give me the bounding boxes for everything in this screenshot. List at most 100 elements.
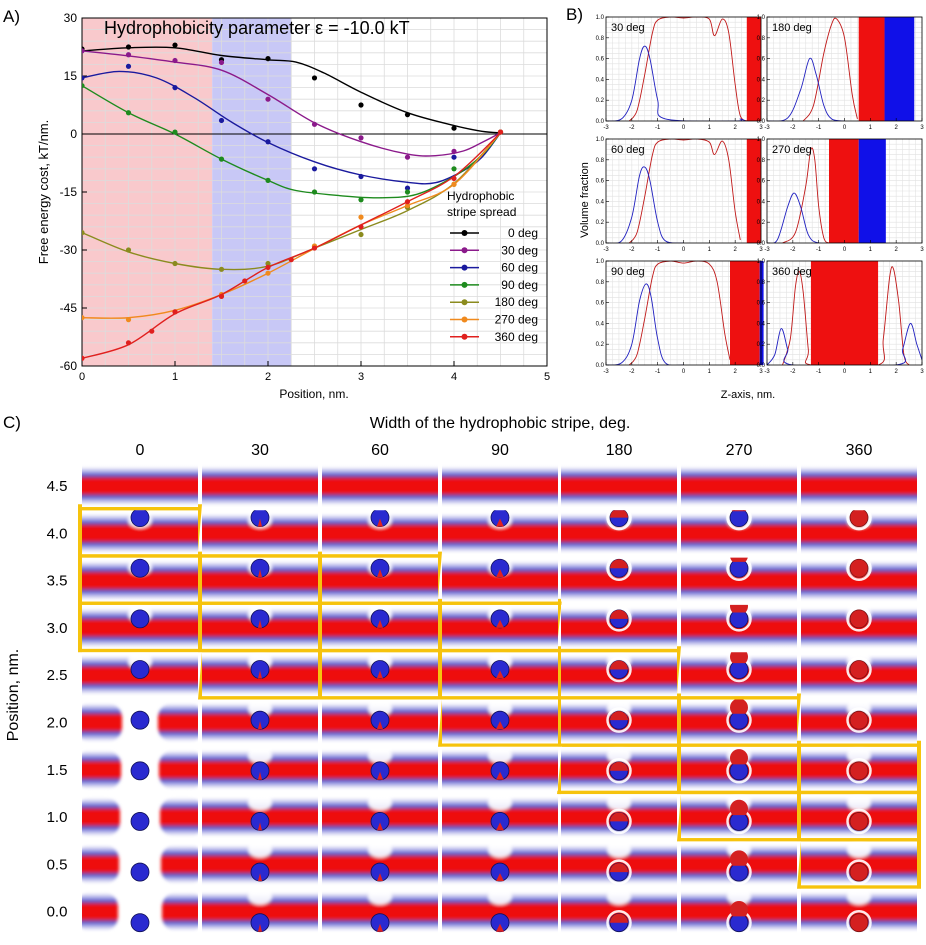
particle-halo [726, 557, 752, 582]
x-tick-label: 2 [733, 247, 737, 253]
cell-content [561, 652, 677, 697]
particle-stripe [730, 652, 748, 664]
particle-stripe [496, 771, 504, 780]
particle-stripe [258, 619, 262, 628]
data-point [172, 260, 178, 267]
nanoparticle [250, 913, 270, 933]
y-tick-label: 0.4 [757, 321, 766, 327]
data-point [404, 199, 411, 205]
legend-swatch-marker [461, 281, 468, 288]
snapshot-cell [681, 888, 797, 933]
nanoparticle [606, 656, 632, 683]
cell-content [561, 794, 677, 839]
cell-content [681, 888, 797, 933]
particle-stripe [258, 518, 262, 527]
particle-stripe [496, 670, 504, 679]
bilayer [442, 467, 558, 505]
row-label: 0.0 [47, 904, 68, 921]
nanoparticle [370, 609, 390, 629]
snapshot-cell [82, 746, 198, 791]
particle-stripe [610, 913, 628, 923]
cell-content [442, 746, 558, 791]
snapshot-cell [322, 557, 438, 602]
nanoparticle [846, 758, 872, 784]
subplot-60-deg: 60 deg-3 -2 -1 0 1 2 30.00.20.40.60.81.0 [596, 137, 764, 253]
series-360-deg [82, 129, 504, 361]
cell-content [561, 557, 677, 602]
row-label: 2.5 [47, 667, 68, 684]
y-tick-label: 30 [64, 11, 78, 25]
y-tick-label: 0.4 [596, 77, 605, 83]
data-point [125, 110, 132, 116]
particle-stripe [730, 850, 748, 866]
cell-content [202, 604, 318, 649]
y-tick-label: 0.0 [757, 241, 766, 247]
x-tick-label: 3 [759, 247, 763, 253]
bilayer-dimple [607, 747, 631, 764]
x-tick-label: -1 [816, 247, 822, 253]
x-tick-label: 2 [265, 371, 271, 383]
snapshot-cell [681, 463, 797, 507]
hydrophobic-band [829, 139, 859, 243]
nanoparticle [130, 761, 150, 781]
snapshot-cell [82, 463, 198, 507]
particle-body [729, 558, 749, 578]
data-point [265, 270, 271, 276]
snapshot-cell [82, 557, 198, 602]
snapshot-cell [322, 510, 438, 555]
column-label: 90 [491, 442, 509, 459]
snapshot-cells [82, 463, 917, 933]
snapshot-cell [801, 604, 917, 649]
bilayer-slab [322, 467, 438, 505]
y-tick-label: -45 [60, 301, 78, 315]
x-tick-label: 0 [682, 125, 686, 131]
hydrophobic-band [858, 17, 885, 121]
particle-body [130, 812, 150, 831]
axes: 0 1 2 3 4 5 -60 -45 -30 -15 0 15 30 [60, 11, 550, 383]
bilayer-dimple [248, 794, 272, 811]
bilayer-left [82, 703, 122, 742]
cell-content [202, 888, 318, 933]
cell-content [801, 463, 917, 507]
red-volume-curve [628, 261, 731, 365]
row-label: 1.5 [47, 762, 68, 779]
y-tick-label: 0.6 [596, 57, 605, 63]
particle-stripe [258, 822, 262, 831]
data-point [125, 317, 132, 323]
x-tick-label: -2 [629, 369, 635, 375]
series-270-deg [82, 129, 504, 323]
hydrophobic-band [746, 139, 761, 243]
x-tick-label: 1 [869, 247, 873, 253]
data-point [358, 231, 364, 238]
data-point [172, 57, 178, 64]
cell-content [322, 652, 438, 697]
bilayer-dimple [248, 841, 272, 858]
snapshot-cell [202, 652, 318, 697]
cell-content [82, 699, 198, 744]
particle-hydrophobic [849, 761, 869, 781]
particle-stripe [258, 873, 262, 882]
bilayer-dimple [248, 888, 272, 905]
y-tick-label: 1.0 [757, 259, 766, 265]
bilayer-dimple [488, 888, 512, 905]
bilayer [82, 798, 198, 837]
hydrophobic-band [746, 17, 761, 121]
particle-hydrophobic [849, 710, 869, 730]
cell-content [82, 841, 198, 886]
cell-content [82, 510, 198, 555]
nanoparticle [370, 660, 390, 679]
particle-halo [846, 606, 872, 632]
nanoparticle [606, 557, 632, 582]
particle-halo [606, 909, 632, 933]
data-point [125, 340, 132, 346]
nanoparticle [130, 558, 150, 578]
snapshot-cell [561, 510, 677, 555]
particle-halo [846, 859, 872, 885]
snapshot-cell [322, 888, 438, 933]
data-point [265, 177, 271, 183]
nanoparticle [726, 900, 752, 933]
cell-content [202, 463, 318, 507]
data-point [82, 75, 85, 81]
red-volume-curve [802, 17, 858, 121]
x-tick-label: 0 [843, 247, 847, 253]
